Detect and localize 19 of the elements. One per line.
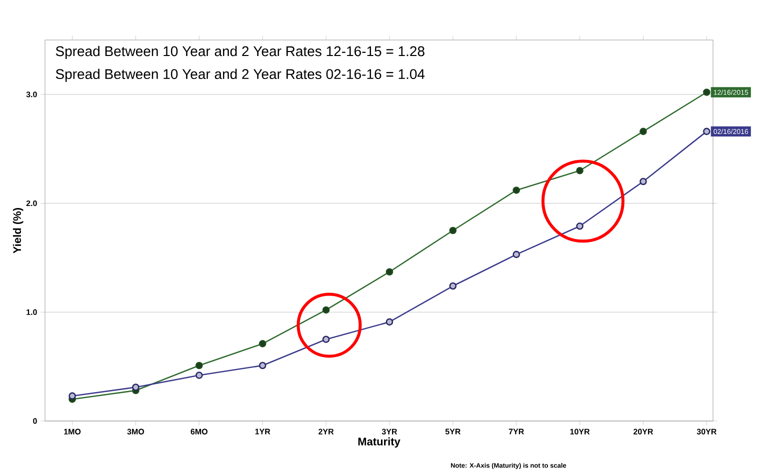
x-tick-label: 6MO <box>190 428 208 434</box>
y-tick-label: 1.0 <box>26 309 37 315</box>
x-tick-label: 5YR <box>445 428 461 434</box>
x-tick-label: 20YR <box>634 428 654 434</box>
annotation: Spread Between 10 Year and 2 Year Rates 02-16-16 = 1.04 <box>56 68 425 82</box>
annotation: Spread Between 10 Year and 2 Year Rates 12-16-15 = 1.28 <box>56 46 424 59</box>
x-tick-label: 3MO <box>127 428 144 434</box>
x-tick-label: 3YR <box>382 428 398 434</box>
x-axis-title: Maturity <box>358 437 400 448</box>
x-tick-label: 7YR <box>508 428 524 434</box>
x-tick-label: 1MO <box>64 428 81 434</box>
y-axis-title: Yield (%) <box>12 208 24 254</box>
y-tick-label: 2.0 <box>26 200 37 206</box>
x-tick-label: 1YR <box>255 428 270 434</box>
y-tick-label: 3.0 <box>26 92 37 98</box>
x-tick-label: 2YR <box>318 428 334 434</box>
x-tick-label: 10YR <box>570 428 590 434</box>
x-tick-label: 30YR <box>696 428 717 434</box>
y-tick-label: 0 <box>33 418 37 424</box>
